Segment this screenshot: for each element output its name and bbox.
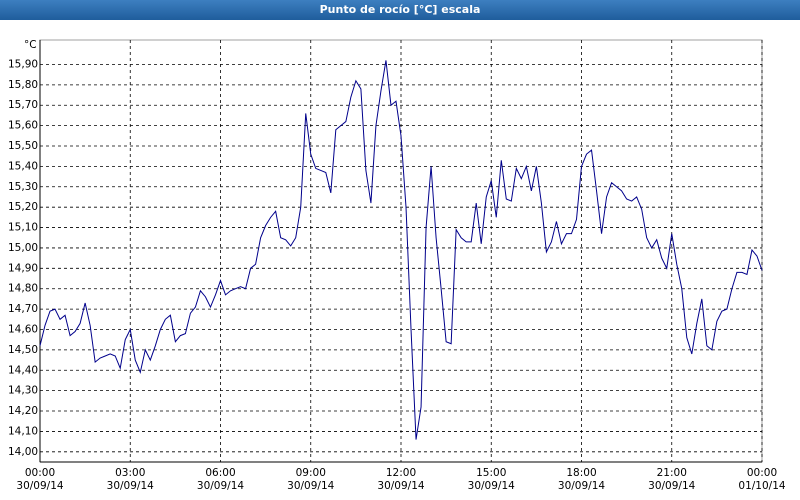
y-tick-label: 15,60: [8, 120, 38, 132]
x-tick-label: 09:00 30/09/14: [287, 467, 335, 492]
x-tick-label: 12:00 30/09/14: [377, 467, 425, 492]
x-tick-label: 15:00 30/09/14: [467, 467, 515, 492]
y-tick-label: 15,50: [8, 140, 38, 152]
y-tick-label: 15,70: [8, 99, 38, 111]
y-tick-label: 14,10: [8, 425, 38, 437]
y-tick-label: 14,60: [8, 323, 38, 335]
y-tick-label: 14,80: [8, 283, 38, 295]
chart-title: Punto de rocío [°C] escala: [0, 0, 800, 20]
y-tick-label: 14,70: [8, 303, 38, 315]
y-tick-label: 15,00: [8, 242, 38, 254]
x-tick-label: 00:00 01/10/14: [738, 467, 786, 492]
y-tick-label: 14,30: [8, 385, 38, 397]
y-axis-label: °C: [24, 39, 37, 51]
y-tick-label: 14,40: [8, 364, 38, 376]
x-tick-label: 03:00 30/09/14: [106, 467, 154, 492]
y-tick-label: 15,30: [8, 181, 38, 193]
x-tick-label: 00:00 30/09/14: [16, 467, 64, 492]
y-tick-label: 15,40: [8, 160, 38, 172]
line-series: [39, 60, 763, 440]
y-tick-label: 14,00: [8, 446, 38, 458]
x-tick-label: 06:00 30/09/14: [196, 467, 245, 492]
x-tick-label: 21:00 30/09/14: [648, 467, 696, 492]
y-tick-label: 15,10: [8, 222, 38, 234]
y-tick-label: 15,80: [8, 79, 38, 91]
y-tick-label: 14,50: [8, 344, 38, 356]
y-tick-label: 14,20: [8, 405, 38, 417]
y-tick-label: 14,90: [8, 262, 38, 274]
y-tick-label: 15,20: [8, 201, 38, 213]
y-tick-label: 15,90: [8, 58, 38, 70]
x-tick-label: 18:00 30/09/14: [557, 467, 606, 492]
